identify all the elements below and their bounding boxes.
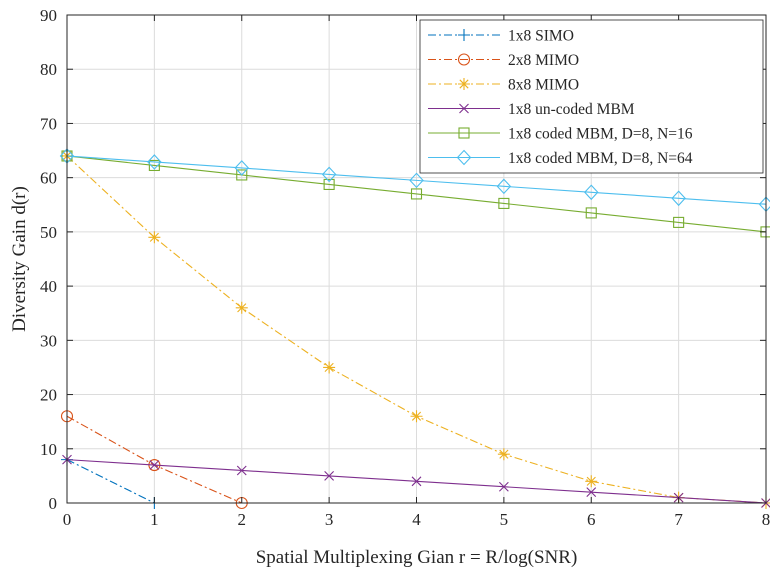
legend: 1x8 SIMO 2x8 MIMO 8x8 MIMO 1x8 un-coded MBM…	[420, 20, 763, 173]
y-tick-label: 30	[40, 331, 57, 350]
legend-marker	[458, 78, 470, 90]
y-tick-label: 10	[40, 440, 57, 459]
legend-label: 8x8 MIMO	[508, 77, 579, 94]
x-tick-label: 2	[238, 510, 247, 529]
x-tick-label: 8	[762, 510, 770, 529]
y-tick-label: 80	[40, 60, 57, 79]
y-tick-label: 90	[40, 6, 57, 25]
y-tick-label: 40	[40, 277, 57, 296]
y-tick-label: 0	[49, 494, 58, 513]
x-tick-label: 6	[587, 510, 596, 529]
x-tick-label: 4	[412, 510, 421, 529]
y-tick-label: 60	[40, 169, 57, 188]
legend-label: 1x8 SIMO	[508, 28, 574, 45]
legend-label: 2x8 MIMO	[508, 52, 579, 69]
x-tick-label: 0	[63, 510, 72, 529]
y-tick-label: 70	[40, 114, 57, 133]
x-tick-label: 7	[674, 510, 683, 529]
y-axis-label: Diversity Gain d(r)	[9, 186, 30, 332]
x-tick-label: 5	[500, 510, 509, 529]
data-point	[148, 231, 160, 243]
y-tick-label: 50	[40, 223, 57, 242]
x-tick-label: 3	[325, 510, 334, 529]
data-point	[411, 410, 423, 422]
x-tick-label: 1	[150, 510, 159, 529]
y-tick-label: 20	[40, 386, 57, 405]
legend-label: 1x8 coded MBM, D=8, N=64	[508, 150, 693, 167]
legend-label: 1x8 un-coded MBM	[508, 101, 635, 118]
legend-label: 1x8 coded MBM, D=8, N=16	[508, 126, 693, 143]
x-axis-label: Spatial Multiplexing Gian r = R/log(SNR)	[256, 547, 578, 568]
